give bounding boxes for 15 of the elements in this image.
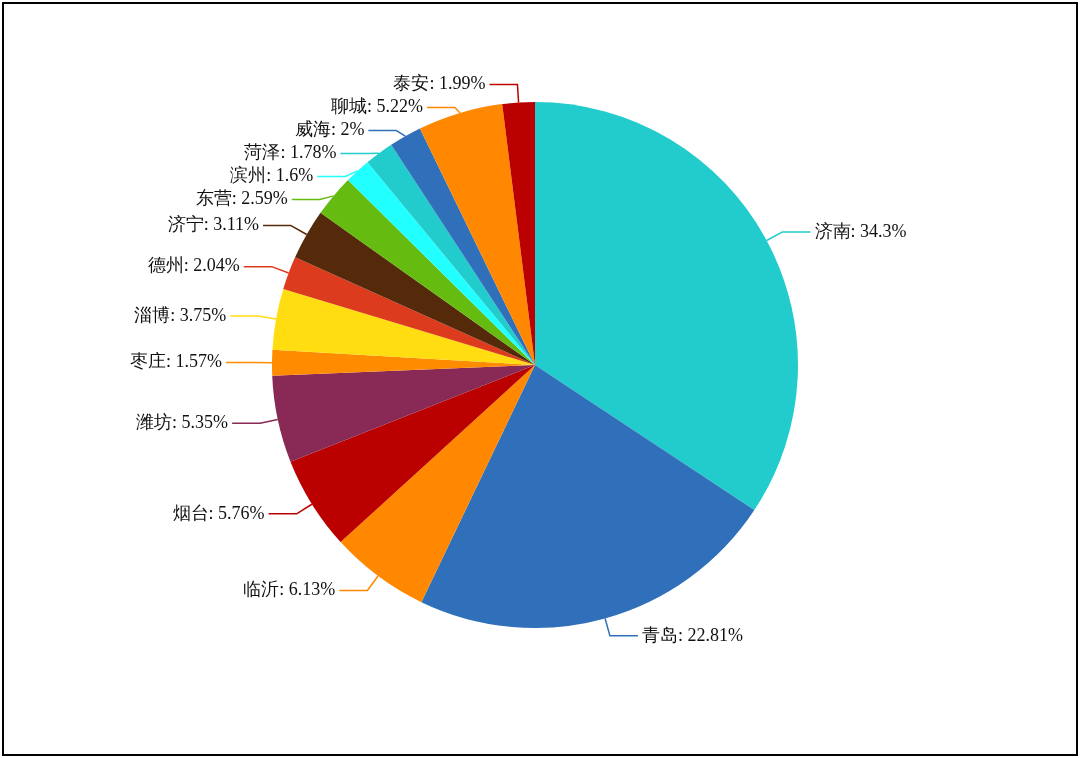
slice-label: 聊城: 5.22% bbox=[330, 96, 423, 117]
slice-label: 临沂: 6.13% bbox=[243, 579, 336, 600]
slice-label: 青岛: 22.81% bbox=[641, 624, 743, 645]
slice-label: 滨州: 1.6% bbox=[230, 165, 314, 186]
slice-label: 潍坊: 5.35% bbox=[136, 412, 229, 433]
slice-label: 淄博: 3.75% bbox=[134, 304, 227, 325]
slice-label: 威海: 2% bbox=[294, 119, 365, 140]
slice-label: 泰安: 1.99% bbox=[393, 73, 486, 94]
slice-label: 济宁: 3.11% bbox=[167, 214, 260, 235]
slice-label: 东营: 2.59% bbox=[195, 188, 288, 209]
slice-label: 济南: 34.3% bbox=[814, 220, 907, 241]
slice-label: 德州: 2.04% bbox=[147, 255, 240, 276]
slice-label: 菏泽: 1.78% bbox=[244, 142, 337, 163]
slice-label: 枣庄: 1.57% bbox=[130, 351, 223, 372]
slice-label: 烟台: 5.76% bbox=[172, 502, 265, 523]
